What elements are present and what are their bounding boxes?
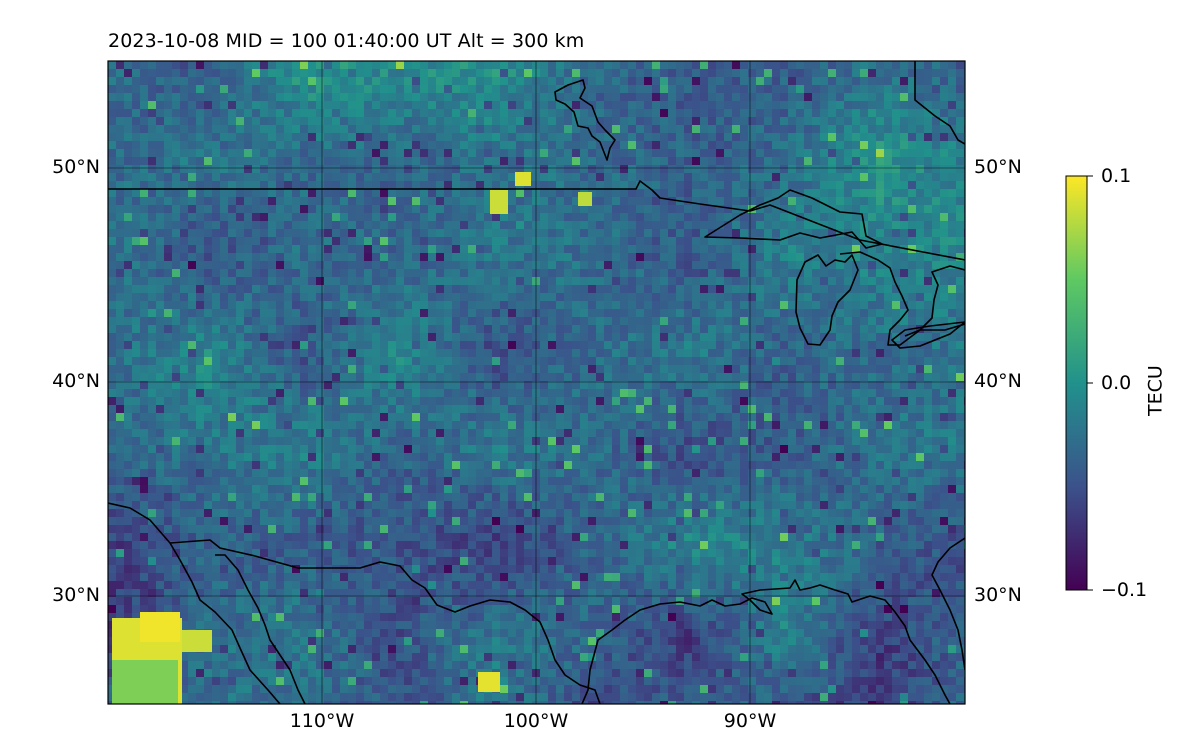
lake-huron bbox=[839, 251, 965, 346]
colorbar-tick-max: 0.1 bbox=[1101, 165, 1132, 187]
lat-label-left-40: 40°N bbox=[52, 370, 100, 392]
lat-label-left-30: 30°N bbox=[52, 584, 100, 606]
coast-island bbox=[554, 79, 616, 161]
gridlines bbox=[108, 61, 965, 704]
gulf-coast bbox=[581, 579, 951, 704]
lon-label-90w: 90°W bbox=[723, 710, 777, 732]
colorbar-tick-min: −0.1 bbox=[1101, 579, 1148, 601]
lat-label-right-50: 50°N bbox=[974, 156, 1022, 178]
colorbar-label: TECU bbox=[1144, 365, 1167, 416]
colorbar bbox=[1065, 175, 1088, 591]
lon-label-100w: 100°W bbox=[503, 710, 569, 732]
lake-ontario bbox=[904, 323, 965, 337]
lake-michigan bbox=[795, 254, 859, 346]
map-title: 2023-10-08 MID = 100 01:40:00 UT Alt = 3… bbox=[108, 30, 585, 52]
lat-label-right-40: 40°N bbox=[974, 370, 1022, 392]
colorbar-tick-zero: 0.0 bbox=[1101, 372, 1132, 394]
coast-mexico-west bbox=[108, 502, 281, 704]
lat-label-left-50: 50°N bbox=[52, 156, 100, 178]
us-mexico-border bbox=[169, 539, 601, 704]
coastlines bbox=[108, 61, 965, 704]
lat-label-right-30: 30°N bbox=[974, 584, 1022, 606]
coast-northeast bbox=[914, 61, 965, 145]
lake-erie bbox=[891, 321, 965, 349]
coast-florida bbox=[931, 537, 965, 671]
map-frame bbox=[107, 60, 966, 705]
lake-superior bbox=[704, 189, 883, 249]
tec-heatmap bbox=[108, 61, 965, 704]
baja-california bbox=[215, 554, 306, 704]
us-canada-border bbox=[108, 180, 965, 261]
lon-label-110w: 110°W bbox=[289, 710, 355, 732]
